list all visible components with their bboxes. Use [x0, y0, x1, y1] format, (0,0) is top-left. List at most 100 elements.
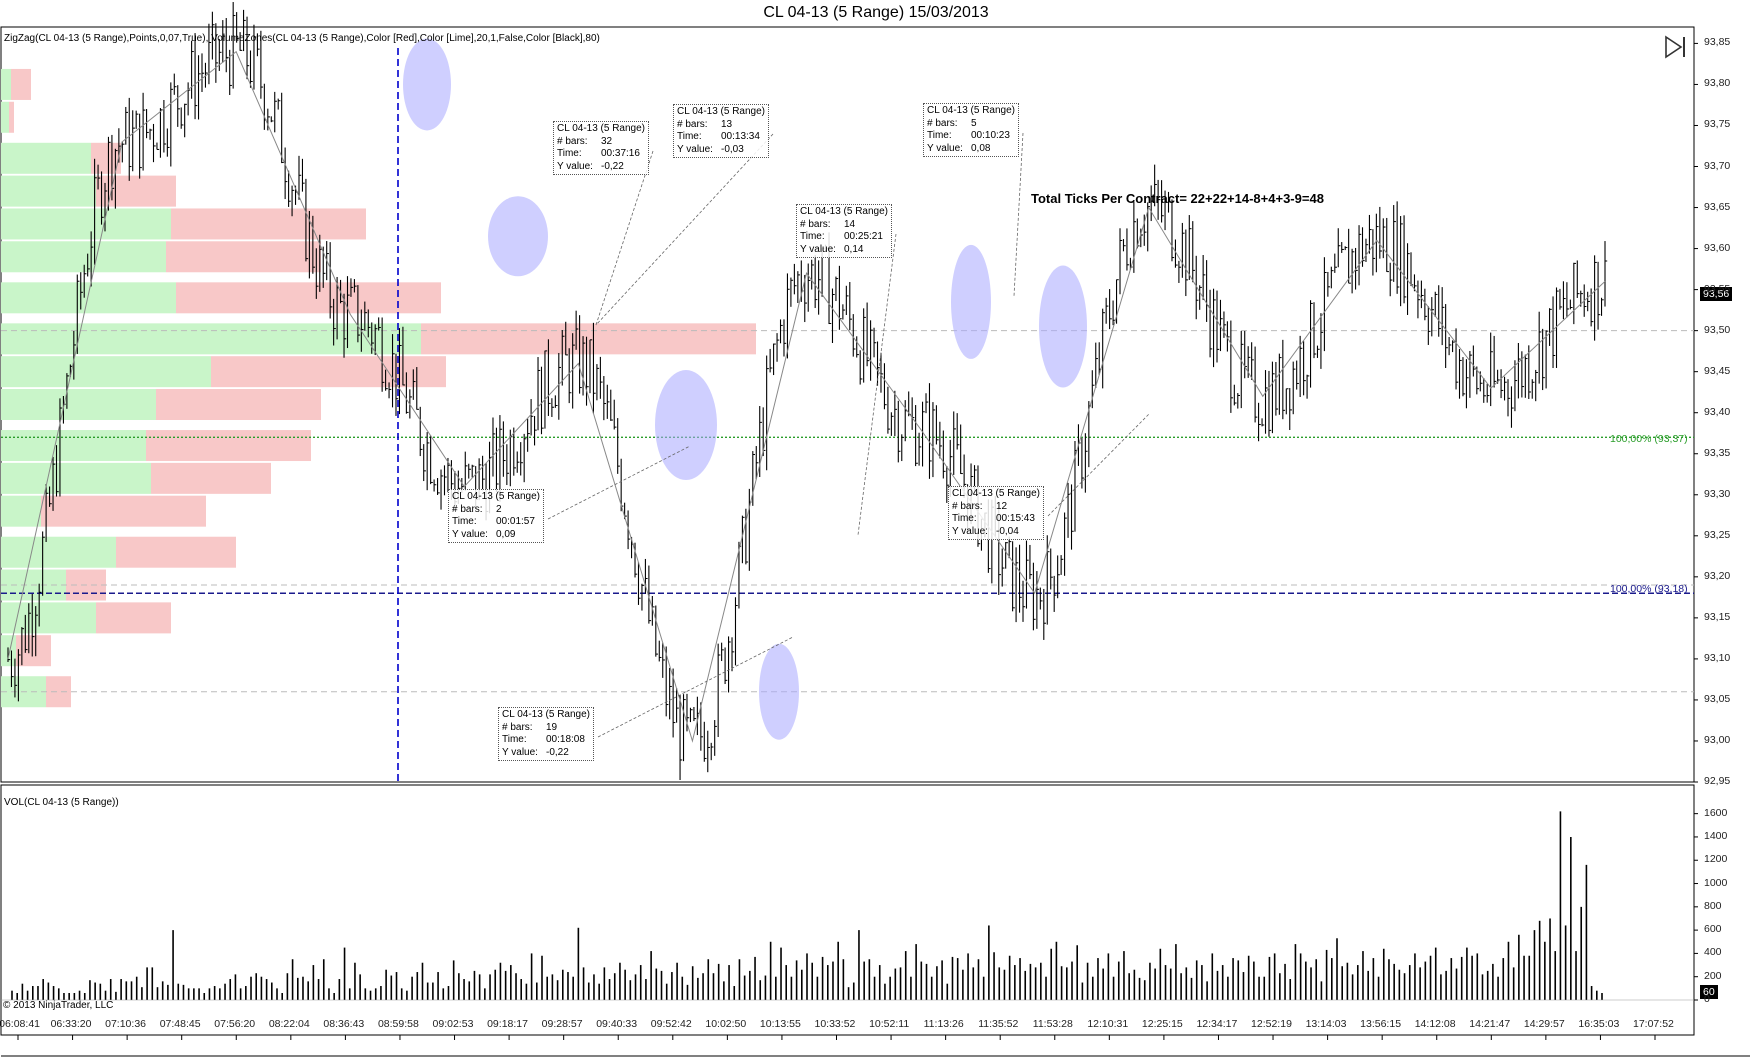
skip-to-end-icon[interactable] [1662, 34, 1688, 60]
callout-row: CL 04-13 (5 Range) [502, 709, 590, 722]
callout-row: Time: 00:10:23 [927, 130, 1015, 143]
callout-value: -0,22 [601, 160, 624, 172]
callout-key: CL 04-13 (5 Range) [952, 488, 1041, 499]
callout-row: # bars: 13 [677, 119, 765, 132]
volume-zone-sell [211, 356, 446, 388]
callout-row: # bars: 19 [502, 722, 590, 735]
time-tick-label: 07:56:20 [214, 1018, 256, 1030]
callout-key: Y value: [800, 243, 836, 255]
swing-highlight [488, 196, 548, 277]
callout-key: Y value: [952, 525, 988, 537]
callout-row: # bars: 2 [452, 504, 540, 517]
callout-leader [595, 133, 774, 326]
callout-value: 19 [546, 721, 558, 733]
callout-value: 00:15:43 [996, 513, 1035, 524]
price-tick-label: 93,50 [1704, 323, 1731, 336]
callout-value: 5 [971, 117, 977, 129]
callout-row: # bars: 32 [557, 136, 645, 149]
price-tick-label: 93,65 [1704, 200, 1731, 213]
price-tick-label: 93,45 [1704, 364, 1731, 377]
price-tick-label: 93,85 [1704, 36, 1731, 49]
callout-leader [1047, 412, 1151, 517]
time-tick-label: 17:07:52 [1633, 1018, 1674, 1030]
time-tick-label: 10:52:11 [869, 1018, 910, 1030]
time-tick-label: 16:35:03 [1578, 1018, 1620, 1030]
time-tick-label: 11:53:28 [1032, 1018, 1073, 1030]
callout-value: 2 [496, 503, 502, 515]
callout-value: 0,08 [971, 142, 991, 154]
callout-key: Time: [452, 516, 477, 527]
time-tick-label: 09:02:53 [432, 1018, 474, 1030]
callout-6: CL 04-13 (5 Range) # bars: 12 Time: 00:15:43… [948, 486, 1045, 540]
callout-row: CL 04-13 (5 Range) [952, 488, 1040, 501]
callout-4: CL 04-13 (5 Range) # bars: 5 Time: 00:10:23 Y… [923, 103, 1020, 157]
callout-key: # bars: [557, 135, 588, 147]
callout-value: 32 [601, 135, 613, 147]
callout-leader [547, 445, 691, 520]
volume-bars [11, 811, 1603, 1000]
callout-row: CL 04-13 (5 Range) [677, 106, 765, 119]
time-tick-label: 08:59:58 [377, 1018, 419, 1030]
price-tick-label: 93,20 [1704, 569, 1731, 582]
price-tick-label: 93,25 [1704, 528, 1731, 541]
callout-row: Time: 00:18:08 [502, 734, 590, 747]
callout-key: Y value: [452, 528, 488, 540]
swing-highlight [403, 38, 451, 131]
time-tick-label: 12:52:19 [1251, 1018, 1292, 1030]
volume-zone-sell [9, 101, 14, 133]
volume-tick-label: 800 [1704, 899, 1722, 912]
price-tick-label: 93,00 [1704, 733, 1731, 746]
callout-row: Y value: -0,22 [557, 161, 645, 174]
volume-zone-buy [1, 208, 171, 240]
volume-zone-buy [1, 356, 211, 388]
callout-3: CL 04-13 (5 Range) # bars: 14 Time: 00:25:21… [796, 204, 893, 258]
time-tick-label: 09:28:57 [541, 1018, 583, 1030]
time-tick-label: 14:21:47 [1469, 1018, 1511, 1030]
volume-tick-label: 600 [1704, 923, 1722, 936]
volume-zone-sell [166, 241, 321, 273]
callout-key: Time: [557, 148, 582, 159]
callout-row: # bars: 5 [927, 118, 1015, 131]
time-tick-label: 13:14:03 [1305, 1018, 1347, 1030]
volume-zone-buy [1, 430, 146, 462]
callout-value: 0,14 [844, 243, 864, 255]
time-tick-label: 08:36:43 [323, 1018, 365, 1030]
volume-zone-buy [1, 602, 96, 634]
volume-zone-sell [151, 462, 271, 494]
volume-zone-sell [96, 602, 171, 634]
callout-value: 00:25:21 [844, 231, 883, 242]
volume-panel-frame [0, 784, 1695, 1036]
copyright: © 2013 NinjaTrader, LLC [3, 1000, 114, 1011]
volume-zone-buy [1, 101, 9, 133]
callout-key: Y value: [557, 160, 593, 172]
volume-tick-label: 1200 [1704, 853, 1728, 866]
callout-key: # bars: [452, 503, 483, 515]
callout-row: Y value: -0,22 [502, 747, 590, 760]
volume-tick-label: 1000 [1704, 876, 1728, 889]
callout-value: 00:37:16 [601, 148, 640, 159]
callout-row: Y value: -0,03 [677, 144, 765, 157]
callout-row: Time: 00:13:34 [677, 131, 765, 144]
fib-level-label-1: 100,00% (93,37) [1610, 433, 1688, 445]
time-tick-label: 14:12:08 [1414, 1018, 1456, 1030]
callout-row: Time: 00:37:16 [557, 148, 645, 161]
volume-panel-label: VOL(CL 04-13 (5 Range)) [4, 797, 119, 808]
callout-1: CL 04-13 (5 Range) # bars: 32 Time: 00:37:16… [553, 121, 650, 175]
volume-zone-buy [1, 495, 41, 527]
callout-leader [597, 636, 794, 738]
volume-zone-sell [146, 430, 311, 462]
callout-value: 00:18:08 [546, 734, 585, 745]
total-ticks-annotation: Total Ticks Per Contract= 22+22+14-8+4+3… [1031, 191, 1324, 206]
volume-zone-buy [1, 68, 11, 100]
swing-highlight [655, 370, 717, 481]
callout-key: CL 04-13 (5 Range) [452, 491, 541, 502]
callout-key: # bars: [952, 500, 983, 512]
volume-zone-sell [46, 676, 71, 708]
callout-value: 00:13:34 [721, 131, 760, 142]
callout-key: # bars: [927, 117, 958, 129]
price-tick-label: 93,30 [1704, 487, 1731, 500]
callout-row: Y value: 0,14 [800, 244, 888, 257]
time-tick-label: 06:08:41 [0, 1018, 40, 1030]
volume-tick-label: 0 [1704, 993, 1710, 1005]
